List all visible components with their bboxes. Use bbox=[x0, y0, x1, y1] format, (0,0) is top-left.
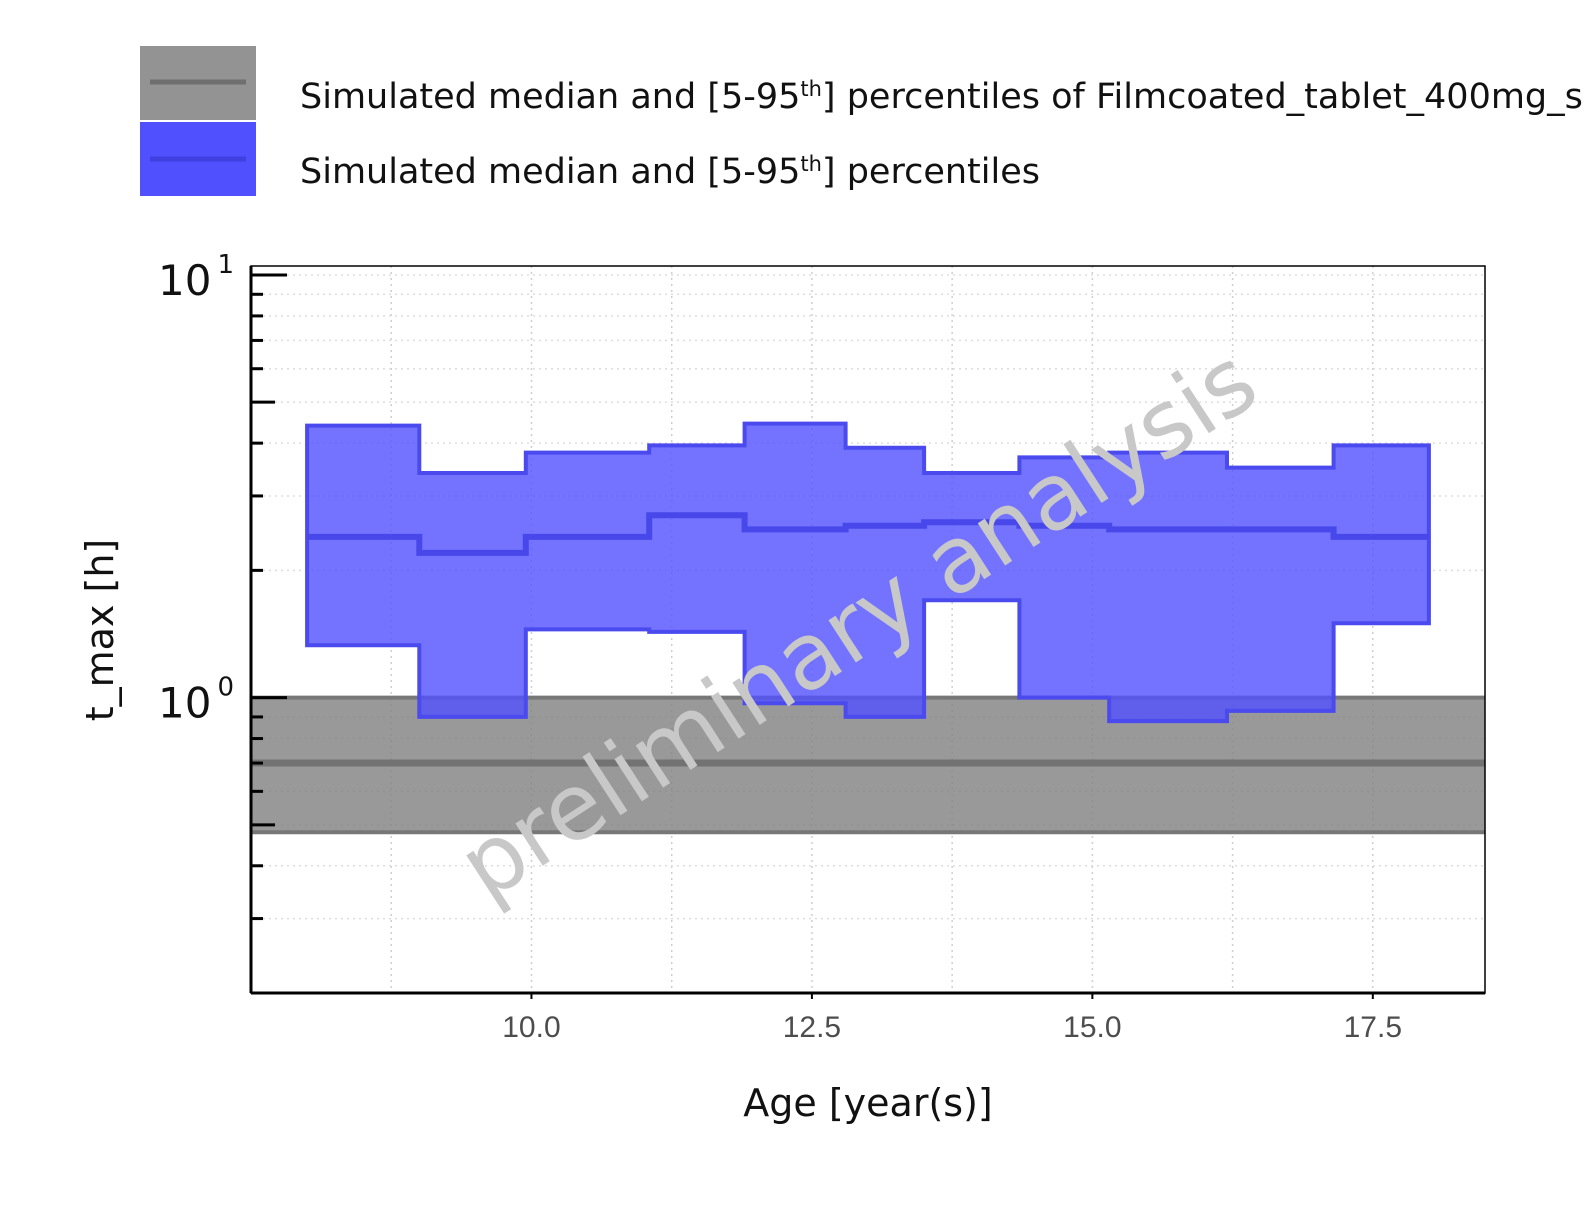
x-tick-label-2: 15.0 bbox=[1063, 1011, 1121, 1044]
y-tick-label-0: 10 0 bbox=[158, 673, 234, 728]
x-tick-label-0: 10.0 bbox=[502, 1011, 560, 1044]
x-axis-label: Age [year(s)] bbox=[743, 1081, 992, 1125]
legend-label-blue: Simulated median and [5-95th] percentile… bbox=[300, 152, 1040, 192]
y-tick-exponent: 1 bbox=[217, 250, 234, 280]
blue-median-line bbox=[307, 512, 1429, 556]
legend-label-grey: Simulated median and [5-95th] percentile… bbox=[300, 77, 1583, 117]
y-tick-label-1: 10 1 bbox=[158, 250, 234, 305]
y-tick-base: 10 bbox=[158, 679, 211, 728]
series-layer bbox=[251, 421, 1485, 835]
legend: Simulated median and [5-95th] percentile… bbox=[140, 46, 1583, 196]
x-tick-label-1: 12.5 bbox=[783, 1011, 841, 1044]
x-ticks: 10.0 12.5 15.0 17.5 bbox=[502, 993, 1402, 1044]
y-tick-base: 10 bbox=[158, 256, 211, 305]
y-axis-label: t_max [h] bbox=[78, 539, 122, 722]
blue-band bbox=[305, 421, 1431, 724]
y-tick-exponent: 0 bbox=[217, 673, 234, 703]
x-tick-label-3: 17.5 bbox=[1344, 1011, 1402, 1044]
